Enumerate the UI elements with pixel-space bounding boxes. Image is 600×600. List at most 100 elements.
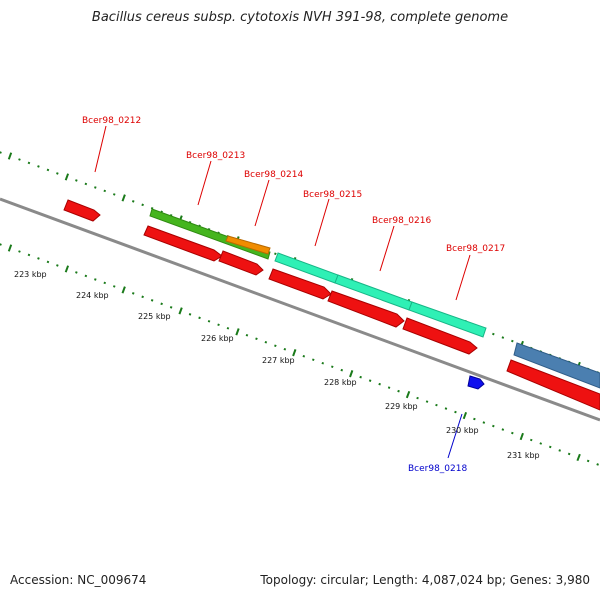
gene-label-0217[interactable]: Bcer98_0217: [446, 244, 505, 254]
gene-arrow-0215[interactable]: [268, 268, 332, 300]
tick-mark-lower: [425, 400, 429, 403]
feature-bar-steel[interactable]: [513, 342, 600, 389]
feature-bar-aqua-3[interactable]: [408, 301, 487, 338]
kbp-label: 228 kbp: [324, 378, 357, 387]
kbp-label: 231 kbp: [507, 451, 540, 460]
genome-info-text: Topology: circular; Length: 4,087,024 bp…: [260, 573, 590, 587]
tick-mark-lower: [150, 299, 154, 302]
tick-row-lower: [0, 243, 599, 466]
tick-mark-lower: [103, 281, 107, 285]
feature-bar-orange[interactable]: [225, 235, 271, 255]
tick-mark-lower: [473, 417, 476, 421]
tick-mark-upper: [7, 152, 13, 160]
tick-mark-lower: [387, 386, 391, 389]
gene-arrow-0212[interactable]: [63, 199, 101, 222]
tick-mark-upper: [112, 193, 116, 196]
leader-0213: [197, 160, 212, 206]
gene-label-0213[interactable]: Bcer98_0213: [186, 151, 245, 161]
tick-mark-lower: [405, 390, 411, 399]
tick-mark-lower: [321, 361, 325, 365]
tick-mark-lower: [548, 445, 552, 449]
leader-0214: [254, 179, 270, 227]
tick-mark-upper: [18, 158, 21, 161]
kbp-label: 223 kbp: [14, 270, 47, 279]
gene-labels: Bcer98_0212 Bcer98_0213 Bcer98_0214 Bcer…: [82, 116, 505, 474]
tick-mark-lower: [435, 403, 438, 407]
gene-label-0218[interactable]: Bcer98_0218: [408, 464, 467, 474]
tick-mark-upper: [64, 173, 70, 181]
tick-mark-lower: [7, 244, 13, 252]
gene-arrow-0214[interactable]: [218, 250, 264, 276]
gene-arrows: [63, 199, 600, 411]
tick-mark-upper: [46, 168, 50, 172]
tick-mark-lower: [0, 243, 2, 246]
gene-label-0212[interactable]: Bcer98_0212: [82, 116, 141, 126]
gene-arrow-0217[interactable]: [402, 317, 478, 355]
genome-backbone: [0, 197, 600, 422]
tick-mark-upper: [56, 172, 59, 175]
tick-mark-lower: [330, 365, 334, 368]
tick-mark-lower: [112, 285, 116, 288]
tick-mark-lower: [462, 411, 468, 420]
tick-mark-lower: [131, 292, 135, 295]
tick-mark-lower: [567, 452, 571, 456]
tick-mark-lower: [264, 340, 268, 344]
gene-label-0214[interactable]: Bcer98_0214: [244, 170, 303, 180]
leader-0217: [455, 254, 471, 301]
leader-0218: [447, 413, 463, 459]
tick-mark-lower: [46, 260, 50, 264]
tick-mark-lower: [56, 264, 59, 267]
tick-mark-lower: [226, 327, 230, 330]
leader-0215: [314, 198, 330, 247]
tick-mark-lower: [84, 274, 88, 278]
tick-mark-lower: [94, 278, 97, 281]
gene-arrow-0216[interactable]: [327, 290, 405, 328]
leader-0216: [379, 225, 395, 272]
kbp-label: 225 kbp: [138, 312, 171, 321]
tick-mark-upper: [121, 194, 126, 202]
tick-mark-lower: [141, 295, 144, 299]
gene-marker-0218[interactable]: [467, 375, 485, 390]
tick-mark-lower: [121, 286, 126, 294]
tick-mark-lower: [558, 449, 561, 452]
tick-mark-lower: [274, 344, 277, 348]
tick-mark-lower: [18, 250, 21, 253]
tick-mark-upper: [141, 203, 144, 207]
tick-mark-lower: [501, 428, 505, 431]
tick-mark-lower: [64, 265, 70, 273]
gene-arrow-0213[interactable]: [143, 225, 223, 262]
tick-mark-lower: [519, 432, 524, 441]
kbp-labels: 223 kbp 224 kbp 225 kbp 226 kbp 227 kbp …: [14, 270, 540, 460]
tick-mark-upper: [274, 252, 277, 256]
tick-mark-upper: [94, 186, 97, 189]
tick-mark-lower: [27, 253, 31, 257]
feature-bars: [149, 208, 600, 389]
tick-mark-lower: [198, 316, 201, 320]
tick-mark-lower: [596, 463, 599, 466]
tick-mark-lower: [255, 337, 258, 341]
tick-mark-lower: [492, 424, 495, 428]
tick-mark-lower: [359, 375, 362, 379]
tick-mark-upper: [37, 165, 40, 168]
tick-mark-lower: [169, 306, 173, 309]
leader-0212: [94, 125, 107, 173]
tick-mark-lower: [302, 354, 306, 358]
tick-mark-lower: [378, 382, 381, 386]
tick-mark-lower: [444, 407, 448, 410]
tick-mark-upper: [84, 182, 88, 186]
tick-mark-lower: [576, 453, 581, 462]
tick-mark-lower: [188, 313, 192, 316]
tick-mark-upper: [511, 339, 514, 343]
gene-label-0216[interactable]: Bcer98_0216: [372, 216, 431, 226]
gene-arrow-right[interactable]: [506, 359, 600, 411]
tick-mark-lower: [207, 320, 211, 323]
tick-mark-lower: [539, 442, 543, 445]
kbp-label: 224 kbp: [76, 291, 109, 300]
tick-mark-lower: [511, 431, 514, 435]
tick-mark-lower: [529, 438, 533, 442]
tick-mark-upper: [103, 189, 107, 193]
gene-label-0215[interactable]: Bcer98_0215: [303, 190, 362, 200]
tick-mark-lower: [349, 370, 354, 378]
tick-mark-lower: [586, 459, 590, 463]
